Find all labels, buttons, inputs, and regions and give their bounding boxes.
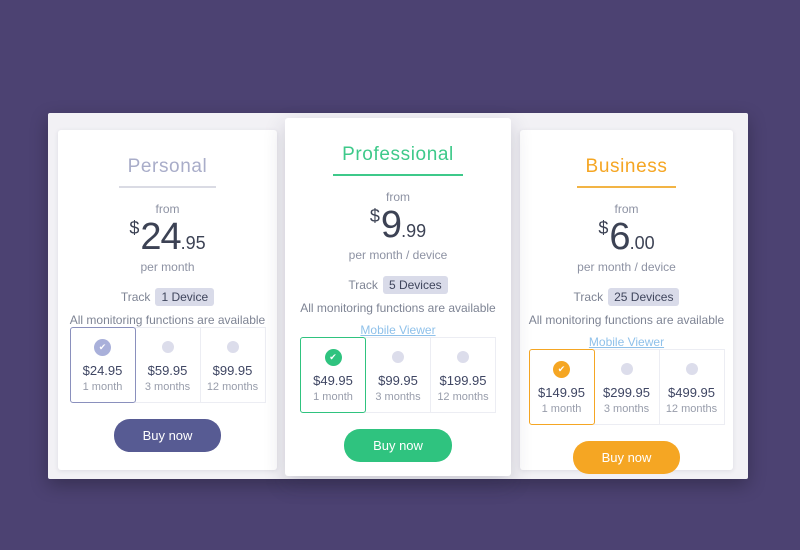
from-label: from — [155, 202, 180, 216]
option-state-icon — [161, 338, 174, 356]
features-text: All monitoring functions are available — [528, 313, 725, 327]
price-whole: 24 — [140, 216, 181, 258]
currency-symbol: $ — [598, 218, 609, 238]
option-state-icon — [457, 348, 469, 366]
device-count-badge: 1 Device — [155, 288, 215, 306]
from-label: from — [614, 202, 639, 216]
plan-options: ✔ $149.95 1 month $299.95 3 months $499.… — [528, 349, 725, 425]
option-state-icon: ✔ — [324, 348, 342, 366]
billing-period: per month / device — [348, 248, 448, 262]
radio-dot-icon — [392, 351, 404, 363]
price-whole: 6 — [609, 216, 630, 258]
option-duration: 1 month — [82, 381, 123, 393]
option-state-icon: ✔ — [94, 338, 111, 356]
device-count-badge: 5 Devices — [382, 276, 448, 294]
from-label: from — [386, 190, 410, 204]
option-price: $49.95 — [313, 373, 353, 388]
option-price: $149.95 — [538, 385, 585, 400]
option-price: $99.95 — [212, 363, 253, 378]
mobile-viewer-link[interactable]: Mobile Viewer — [360, 323, 436, 337]
plan-option[interactable]: $499.95 12 months — [658, 349, 725, 425]
track-line: Track 25 Devices — [574, 288, 680, 306]
price-fraction: .00 — [629, 233, 655, 253]
plan-option[interactable]: $59.95 3 months — [134, 327, 201, 403]
option-price: $499.95 — [668, 385, 715, 400]
option-state-icon — [685, 360, 698, 378]
option-duration: 3 months — [375, 391, 421, 403]
option-duration: 1 month — [541, 403, 582, 415]
plan-option[interactable]: $99.95 12 months — [199, 327, 266, 403]
track-label: Track — [120, 290, 151, 304]
radio-dot-icon — [226, 341, 239, 353]
option-duration: 3 months — [144, 381, 191, 393]
option-state-icon: ✔ — [553, 360, 570, 378]
currency-symbol: $ — [129, 218, 140, 238]
price-whole: 9 — [380, 204, 402, 246]
buy-now-button[interactable]: Buy now — [572, 441, 681, 474]
check-icon: ✔ — [324, 348, 342, 366]
features-text: All monitoring functions are available — [69, 313, 266, 327]
radio-dot-icon — [620, 363, 633, 375]
pricing-card-personal: Personal from $24.95 per month Track 1 D… — [58, 130, 277, 470]
device-count-badge: 25 Devices — [608, 288, 680, 306]
plan-price: $9.99 — [370, 206, 426, 244]
plan-title: Personal — [118, 156, 217, 188]
track-line: Track 1 Device — [120, 288, 215, 306]
plan-option[interactable]: $99.95 3 months — [365, 337, 431, 413]
option-price: $99.95 — [378, 373, 418, 388]
plan-options: ✔ $24.95 1 month $59.95 3 months $99.95 … — [69, 327, 266, 403]
features-text: All monitoring functions are available — [300, 301, 496, 315]
pricing-card-business: Business from $6.00 per month / device T… — [520, 130, 733, 474]
price-fraction: .99 — [401, 221, 427, 241]
plan-option[interactable]: $299.95 3 months — [593, 349, 660, 425]
mobile-viewer-link[interactable]: Mobile Viewer — [588, 335, 665, 349]
plan-options: ✔ $49.95 1 month $99.95 3 months $199.95… — [300, 337, 496, 413]
option-state-icon — [226, 338, 239, 356]
plan-title: Business — [576, 156, 677, 188]
option-price: $299.95 — [603, 385, 650, 400]
radio-dot-icon — [161, 341, 174, 353]
check-icon: ✔ — [94, 338, 111, 356]
plan-title: Professional — [333, 144, 463, 176]
pricing-card-professional: Professional from $9.99 per month / devi… — [285, 118, 511, 476]
pricing-panel: Personal from $24.95 per month Track 1 D… — [48, 113, 748, 479]
option-price: $199.95 — [439, 373, 487, 388]
plan-price: $24.95 — [129, 218, 205, 256]
plan-price: $6.00 — [598, 218, 654, 256]
billing-period: per month / device — [577, 260, 676, 274]
plan-option[interactable]: $199.95 12 months — [430, 337, 496, 413]
option-state-icon — [392, 348, 404, 366]
plan-option[interactable]: ✔ $149.95 1 month — [528, 349, 595, 425]
billing-period: per month — [140, 260, 195, 274]
track-label: Track — [573, 290, 604, 304]
check-icon: ✔ — [553, 360, 570, 378]
plan-option[interactable]: ✔ $24.95 1 month — [69, 327, 136, 403]
buy-now-button[interactable]: Buy now — [344, 429, 452, 462]
option-duration: 12 months — [437, 391, 489, 403]
option-price: $24.95 — [82, 363, 123, 378]
plan-option[interactable]: ✔ $49.95 1 month — [300, 337, 366, 413]
option-state-icon — [620, 360, 633, 378]
option-duration: 1 month — [313, 391, 353, 403]
buy-now-button[interactable]: Buy now — [113, 419, 222, 452]
option-price: $59.95 — [147, 363, 188, 378]
option-duration: 3 months — [603, 403, 650, 415]
track-line: Track 5 Devices — [348, 276, 448, 294]
radio-dot-icon — [685, 363, 698, 375]
option-duration: 12 months — [665, 403, 718, 415]
track-label: Track — [348, 278, 378, 292]
radio-dot-icon — [457, 351, 469, 363]
option-duration: 12 months — [206, 381, 259, 393]
currency-symbol: $ — [369, 206, 380, 226]
price-fraction: .95 — [180, 233, 206, 253]
